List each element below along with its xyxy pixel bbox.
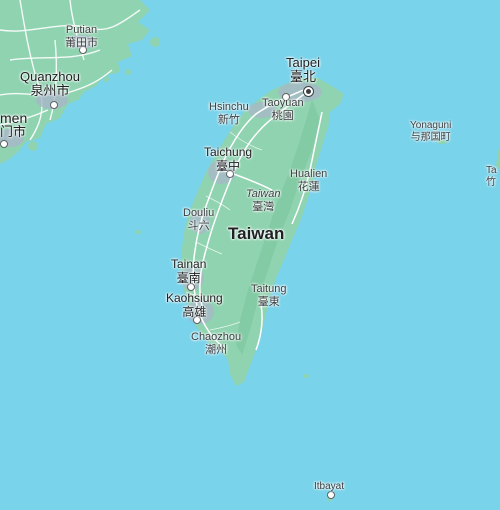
taitung-label[interactable]: Taitung 臺東 — [251, 283, 286, 308]
xiamen-marker[interactable] — [0, 140, 8, 148]
kaohsiung-en: Kaohsiung — [166, 291, 223, 305]
xiamen-zh: 门市 — [0, 125, 27, 141]
chaozhou-en: Chaozhou — [191, 331, 242, 343]
taichung-marker[interactable] — [226, 170, 234, 178]
chaozhou-zh: 潮州 — [205, 342, 228, 356]
taipei-label[interactable]: Taipei 臺北 — [286, 55, 320, 86]
taichung-zh: 臺中 — [216, 158, 241, 173]
kaohsiung-label[interactable]: Kaohsiung 高雄 — [166, 291, 223, 320]
east-edge-en: Ta — [486, 165, 497, 176]
taiwan-label-text: Taiwan — [228, 224, 285, 243]
mainland-china-landmass — [0, 0, 150, 164]
xiamen-en: men — [0, 110, 28, 126]
hsinchu-zh: 新竹 — [217, 112, 240, 126]
tainan-zh: 臺南 — [176, 270, 201, 285]
coastal-island — [103, 76, 109, 82]
taoyuan-marker[interactable] — [282, 93, 290, 101]
mainland-urban-areas — [0, 35, 96, 147]
taiwan-region-en: Taiwan — [246, 188, 281, 200]
kaohsiung-marker[interactable] — [193, 316, 201, 324]
yonaguni-en: Yonaguni — [410, 120, 452, 131]
taoyuan-zh: 桃園 — [271, 108, 294, 122]
tainan-marker[interactable] — [187, 283, 195, 291]
tainan-label[interactable]: Tainan 臺南 — [171, 257, 207, 286]
hualien-zh: 花蓮 — [297, 179, 320, 193]
taipei-capital-marker[interactable] — [303, 86, 314, 97]
east-edge-label[interactable]: Ta 竹 — [486, 165, 497, 188]
yonaguni-label[interactable]: Yonaguni 与那国町 — [410, 120, 451, 143]
taitung-en: Taitung — [251, 283, 287, 295]
xiamen-label[interactable]: men 门市 — [0, 110, 27, 141]
east-edge-zh: 竹 — [486, 176, 496, 188]
quanzhou-marker[interactable] — [50, 101, 58, 109]
douliu-en: Douliu — [183, 207, 215, 219]
taiwan-local-roads — [185, 131, 263, 331]
taichung-en: Taichung — [204, 145, 253, 159]
taitung-zh: 臺東 — [257, 294, 280, 308]
central-mountain-range — [236, 100, 320, 355]
east-edge-island — [496, 148, 500, 170]
taipei-en: Taipei — [286, 55, 320, 70]
coastal-island — [125, 69, 131, 75]
chaozhou-label[interactable]: Chaozhou 潮州 — [191, 331, 241, 356]
putian-zh: 莆田市 — [65, 35, 98, 49]
taiwan-region-zh: 臺灣 — [252, 199, 275, 213]
quanzhou-zh: 泉州市 — [30, 83, 70, 99]
putian-en: Putian — [65, 24, 98, 36]
penghu-island — [135, 230, 141, 234]
itbayat-en: Itbayat — [314, 481, 345, 492]
quanzhou-label[interactable]: Quanzhou 泉州市 — [20, 69, 80, 100]
hualien-label[interactable]: Hualien 花蓮 — [290, 168, 327, 193]
putian-label[interactable]: Putian 莆田市 — [65, 24, 98, 49]
mainland-roads — [0, 0, 141, 141]
coastal-island — [150, 37, 160, 47]
green-island — [303, 374, 309, 378]
taoyuan-label[interactable]: Taoyuan 桃園 — [262, 97, 304, 122]
itbayat-label[interactable]: Itbayat — [314, 481, 344, 493]
taiwan-country-label: Taiwan — [228, 224, 284, 244]
itbayat-marker[interactable] — [327, 491, 335, 499]
kaohsiung-zh: 高雄 — [182, 304, 207, 319]
taipei-zh: 臺北 — [289, 69, 316, 85]
hualien-en: Hualien — [290, 168, 328, 180]
douliu-zh: 斗六 — [187, 218, 210, 232]
putian-marker[interactable] — [79, 46, 87, 54]
taichung-label[interactable]: Taichung 臺中 — [204, 145, 253, 174]
taiwan-region-label: Taiwan 臺灣 — [246, 188, 280, 213]
douliu-label[interactable]: Douliu 斗六 — [183, 207, 214, 232]
tainan-en: Tainan — [171, 257, 207, 271]
yonaguni-zh: 与那国町 — [410, 131, 451, 143]
hsinchu-en: Hsinchu — [209, 101, 249, 113]
coastal-island — [28, 141, 38, 151]
yonaguni-island — [437, 140, 447, 144]
quanzhou-en: Quanzhou — [20, 69, 80, 84]
taoyuan-en: Taoyuan — [262, 97, 304, 109]
hsinchu-label[interactable]: Hsinchu 新竹 — [209, 101, 249, 126]
